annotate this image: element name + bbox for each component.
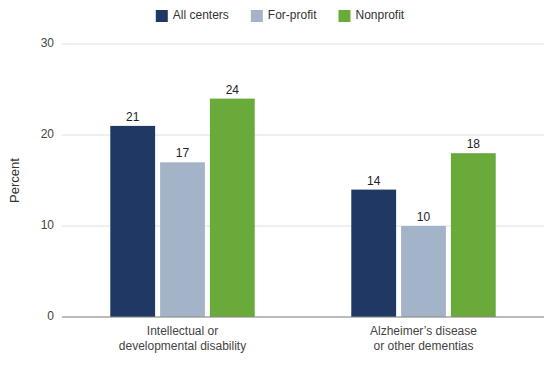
x-axis-line <box>62 317 544 318</box>
data-label: 10 <box>417 210 431 224</box>
legend-item: For-profit <box>251 8 317 22</box>
y-tick-label: 10 <box>41 218 55 232</box>
x-tick-label: Alzheimer’s diseaseor other dementias <box>370 324 477 353</box>
bar <box>210 99 255 317</box>
chart-svg: 0 10 20 30 Percent 21 14 17 10 24 18 Intellectual o… <box>0 0 560 369</box>
bar <box>451 153 496 317</box>
data-label: 18 <box>467 137 481 151</box>
legend-item: Nonprofit <box>339 8 405 22</box>
bars <box>110 99 495 317</box>
legend-label: All centers <box>173 8 229 22</box>
grid-line <box>62 317 544 318</box>
grid-line <box>62 44 544 45</box>
bar <box>401 226 446 317</box>
bar <box>160 162 205 317</box>
y-tick-label: 30 <box>41 36 55 50</box>
legend-swatch <box>339 10 351 22</box>
y-tick-label: 20 <box>41 127 55 141</box>
legend: All centers For-profit Nonprofit <box>156 8 405 22</box>
legend-swatch <box>251 10 263 22</box>
x-axis: Intellectual ordevelopmental disability A… <box>119 324 477 353</box>
y-axis-label: Percent <box>7 158 22 203</box>
y-tick-label: 0 <box>47 309 54 323</box>
x-tick-label: Intellectual ordevelopmental disability <box>119 324 246 353</box>
legend-item: All centers <box>156 8 229 22</box>
data-label: 21 <box>126 110 140 124</box>
data-labels: 21 14 17 10 24 18 <box>126 83 480 224</box>
data-label: 24 <box>226 83 240 97</box>
legend-swatch <box>156 10 168 22</box>
y-axis: 0 10 20 30 <box>41 36 55 323</box>
bar <box>110 126 155 317</box>
chart-container: 0 10 20 30 Percent 21 14 17 10 24 18 Intellectual o… <box>0 0 560 369</box>
legend-label: For-profit <box>268 8 317 22</box>
data-label: 14 <box>367 174 381 188</box>
grid <box>62 44 544 317</box>
bar <box>351 190 396 317</box>
data-label: 17 <box>176 146 190 160</box>
legend-label: Nonprofit <box>356 8 405 22</box>
